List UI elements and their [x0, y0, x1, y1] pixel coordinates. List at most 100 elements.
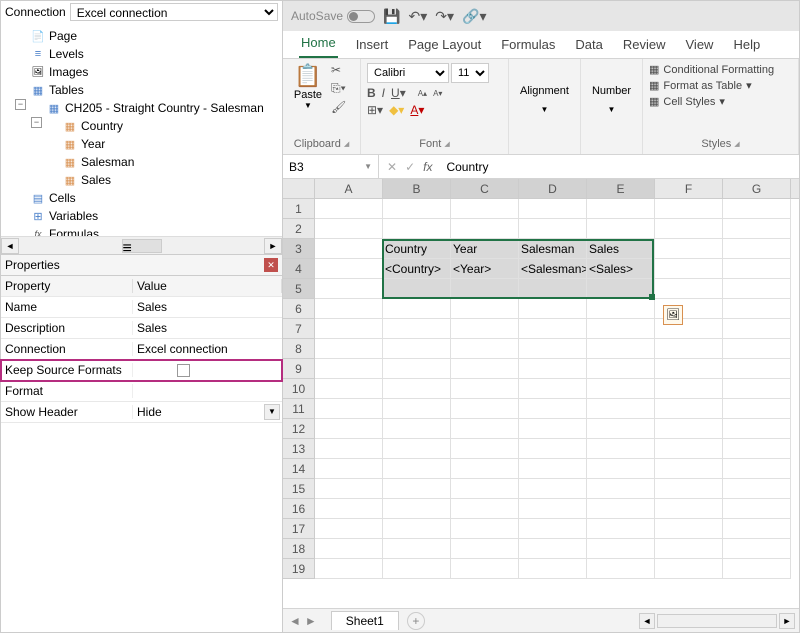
cell-styles-button[interactable]: ▦Cell Styles▾ — [649, 95, 774, 108]
col-hdr-f[interactable]: F — [655, 179, 723, 198]
cell[interactable] — [655, 439, 723, 459]
cell[interactable] — [383, 219, 451, 239]
cell[interactable] — [383, 419, 451, 439]
cell[interactable] — [519, 459, 587, 479]
cell[interactable] — [723, 219, 791, 239]
row-hdr-3[interactable]: 3 — [283, 239, 314, 259]
tab-home[interactable]: Home — [299, 31, 338, 58]
tab-data[interactable]: Data — [573, 33, 604, 58]
col-hdr-g[interactable]: G — [723, 179, 791, 198]
cell[interactable] — [451, 339, 519, 359]
cell[interactable]: <Sales> — [587, 259, 655, 279]
cell[interactable] — [315, 319, 383, 339]
tree-hscroll[interactable]: ◄ ≡ ► — [1, 236, 282, 254]
cell[interactable] — [519, 279, 587, 299]
cell[interactable] — [519, 559, 587, 579]
italic-button[interactable]: I — [382, 86, 385, 100]
format-painter-icon[interactable]: 🖌 — [331, 100, 346, 114]
sheet-tab-1[interactable]: Sheet1 — [331, 611, 399, 630]
cell[interactable] — [723, 399, 791, 419]
cell[interactable] — [723, 359, 791, 379]
cell[interactable] — [451, 539, 519, 559]
cell[interactable] — [383, 339, 451, 359]
cell[interactable] — [383, 279, 451, 299]
grow-font-button[interactable]: A▴ — [418, 89, 427, 98]
cell[interactable] — [315, 479, 383, 499]
tree-levels[interactable]: Levels — [1, 45, 282, 63]
save-icon[interactable]: 💾 — [383, 8, 400, 25]
expander-table-node[interactable]: − — [31, 117, 42, 128]
cell[interactable] — [315, 239, 383, 259]
cell[interactable] — [315, 359, 383, 379]
sheet-prev-icon[interactable]: ◄ — [289, 614, 301, 628]
row-hdr-9[interactable]: 9 — [283, 359, 314, 379]
tree-table-node[interactable]: CH205 - Straight Country - Salesman — [1, 99, 282, 117]
sheet-next-icon[interactable]: ► — [305, 614, 317, 628]
cell[interactable]: <Country> — [383, 259, 451, 279]
row-hdr-7[interactable]: 7 — [283, 319, 314, 339]
cell[interactable] — [519, 319, 587, 339]
cells-area[interactable]: 🖼 CountryYearSalesmanSales<Country><Year… — [315, 199, 791, 579]
cell[interactable] — [519, 419, 587, 439]
smart-tag-icon[interactable]: 🖼 — [663, 305, 683, 325]
cell[interactable] — [451, 319, 519, 339]
cell[interactable] — [451, 199, 519, 219]
cell[interactable] — [519, 519, 587, 539]
fill-color-button[interactable]: ◆▾ — [389, 103, 404, 117]
row-hdr-6[interactable]: 6 — [283, 299, 314, 319]
cell[interactable]: Year — [451, 239, 519, 259]
tree-images[interactable]: Images — [1, 63, 282, 81]
tab-view[interactable]: View — [684, 33, 716, 58]
prop-row-format[interactable]: Format — [1, 381, 282, 402]
cell[interactable] — [587, 499, 655, 519]
cell[interactable]: Sales — [587, 239, 655, 259]
cell[interactable] — [383, 539, 451, 559]
cell[interactable] — [451, 479, 519, 499]
cell[interactable] — [655, 399, 723, 419]
tab-help[interactable]: Help — [731, 33, 762, 58]
cell[interactable] — [383, 459, 451, 479]
cell[interactable] — [519, 339, 587, 359]
cell[interactable] — [315, 399, 383, 419]
tree-col-country[interactable]: Country — [1, 117, 282, 135]
cell[interactable] — [383, 359, 451, 379]
redo-icon[interactable]: ↷▾ — [435, 8, 454, 25]
row-hdr-17[interactable]: 17 — [283, 519, 314, 539]
prop-row-connection[interactable]: Connection Excel connection — [1, 339, 282, 360]
font-name-select[interactable]: Calibri — [367, 63, 449, 83]
cell[interactable] — [451, 279, 519, 299]
shrink-font-button[interactable]: A▾ — [433, 89, 442, 98]
cell[interactable] — [655, 239, 723, 259]
cell[interactable] — [383, 559, 451, 579]
cell[interactable] — [451, 419, 519, 439]
cell[interactable] — [383, 399, 451, 419]
cell[interactable] — [723, 539, 791, 559]
row-hdr-15[interactable]: 15 — [283, 479, 314, 499]
borders-button[interactable]: ⊞▾ — [367, 103, 383, 117]
cell[interactable] — [315, 379, 383, 399]
tree-col-sales[interactable]: Sales — [1, 171, 282, 189]
row-hdr-13[interactable]: 13 — [283, 439, 314, 459]
cell[interactable] — [723, 519, 791, 539]
cell[interactable] — [655, 519, 723, 539]
cell[interactable] — [587, 359, 655, 379]
row-hdr-18[interactable]: 18 — [283, 539, 314, 559]
cell[interactable] — [315, 439, 383, 459]
cell[interactable] — [723, 559, 791, 579]
cell[interactable] — [655, 259, 723, 279]
row-hdr-5[interactable]: 5 — [283, 279, 314, 299]
prop-row-show-header[interactable]: Show Header Hide▼ — [1, 402, 282, 423]
cell[interactable] — [451, 499, 519, 519]
cell[interactable] — [519, 439, 587, 459]
cell[interactable] — [723, 279, 791, 299]
cell[interactable] — [587, 439, 655, 459]
cell[interactable] — [655, 339, 723, 359]
cell[interactable] — [655, 459, 723, 479]
tree-cells[interactable]: Cells — [1, 189, 282, 207]
cell[interactable] — [587, 339, 655, 359]
cell[interactable] — [723, 419, 791, 439]
tab-insert[interactable]: Insert — [354, 33, 391, 58]
scroll-thumb[interactable]: ≡ — [122, 239, 162, 253]
hscroll-right[interactable]: ► — [779, 613, 795, 629]
row-hdr-10[interactable]: 10 — [283, 379, 314, 399]
